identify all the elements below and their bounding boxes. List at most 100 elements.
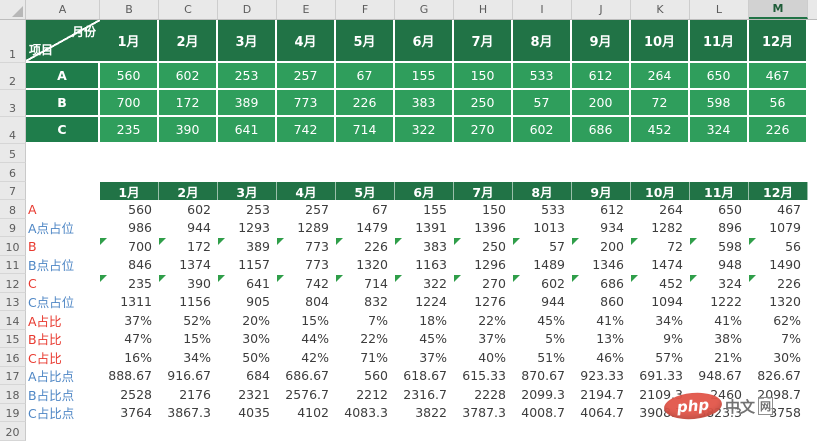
column-header[interactable]: L [690, 0, 749, 19]
row-label-cell[interactable]: C占比 [26, 348, 100, 367]
column-header[interactable]: F [336, 0, 395, 19]
data-cell[interactable]: 42% [277, 348, 336, 367]
data-cell[interactable]: 45% [513, 311, 572, 330]
data-cell[interactable]: 46% [572, 348, 631, 367]
data-cell[interactable]: 52% [159, 311, 218, 330]
month-header-cell[interactable]: 6月 [395, 20, 454, 63]
data-cell[interactable]: 34% [631, 311, 690, 330]
data-cell[interactable]: 1156 [159, 293, 218, 312]
month-header-cell[interactable]: 9月 [572, 182, 631, 200]
data-cell[interactable]: 257 [277, 63, 336, 90]
data-cell[interactable]: 37% [454, 330, 513, 349]
data-cell[interactable]: 5% [513, 330, 572, 349]
row-header[interactable]: 17 [0, 366, 26, 385]
data-cell[interactable]: 700 [100, 237, 159, 256]
data-cell[interactable]: 742 [277, 274, 336, 293]
data-cell[interactable]: 1293 [218, 219, 277, 238]
data-cell[interactable]: 773 [277, 256, 336, 275]
row-header[interactable]: 6 [0, 163, 26, 182]
month-header-cell[interactable]: 6月 [395, 182, 454, 200]
data-cell[interactable]: 773 [277, 237, 336, 256]
data-cell[interactable]: 650 [690, 63, 749, 90]
data-cell[interactable]: 641 [218, 274, 277, 293]
data-cell[interactable]: 253 [218, 63, 277, 90]
data-cell[interactable]: 200 [572, 237, 631, 256]
data-cell[interactable]: 51% [513, 348, 572, 367]
data-cell[interactable]: 383 [395, 237, 454, 256]
data-cell[interactable]: 383 [395, 90, 454, 117]
data-cell[interactable]: 1489 [513, 256, 572, 275]
month-header-cell[interactable]: 8月 [513, 182, 572, 200]
data-cell[interactable]: 742 [277, 117, 336, 144]
data-cell[interactable]: 948 [690, 256, 749, 275]
data-cell[interactable]: 389 [218, 237, 277, 256]
data-cell[interactable]: 691.33 [631, 367, 690, 386]
data-cell[interactable]: 641 [218, 117, 277, 144]
row-header[interactable]: 13 [0, 292, 26, 311]
data-cell[interactable]: 30% [749, 348, 808, 367]
month-header-cell[interactable]: 11月 [690, 20, 749, 63]
column-header[interactable]: J [572, 0, 631, 19]
data-cell[interactable]: 832 [336, 293, 395, 312]
month-header-cell[interactable]: 2月 [159, 20, 218, 63]
data-cell[interactable]: 452 [631, 274, 690, 293]
data-cell[interactable]: 4035 [218, 404, 277, 423]
data-cell[interactable]: 686.67 [277, 367, 336, 386]
data-cell[interactable]: 15% [159, 330, 218, 349]
data-cell[interactable]: 62% [749, 311, 808, 330]
data-cell[interactable]: 1396 [454, 219, 513, 238]
data-cell[interactable]: 226 [749, 117, 808, 144]
data-cell[interactable]: 72 [631, 90, 690, 117]
data-cell[interactable]: 905 [218, 293, 277, 312]
data-cell[interactable]: 2176 [159, 385, 218, 404]
column-header[interactable]: A [26, 0, 100, 19]
data-cell[interactable]: 56 [749, 90, 808, 117]
data-cell[interactable]: 2099.3 [513, 385, 572, 404]
data-cell[interactable]: 1479 [336, 219, 395, 238]
data-cell[interactable]: 1222 [690, 293, 749, 312]
data-cell[interactable]: 7% [749, 330, 808, 349]
month-header-cell[interactable]: 3月 [218, 182, 277, 200]
data-cell[interactable]: 71% [336, 348, 395, 367]
data-cell[interactable]: 773 [277, 90, 336, 117]
data-cell[interactable]: 172 [159, 237, 218, 256]
data-cell[interactable]: 650 [690, 200, 749, 219]
row-header[interactable]: 19 [0, 403, 26, 422]
data-cell[interactable]: 22% [336, 330, 395, 349]
data-cell[interactable]: 1289 [277, 219, 336, 238]
data-cell[interactable]: 2321 [218, 385, 277, 404]
data-cell[interactable]: 235 [100, 274, 159, 293]
row-header[interactable]: 10 [0, 237, 26, 256]
data-cell[interactable]: 2194.7 [572, 385, 631, 404]
data-cell[interactable]: 1474 [631, 256, 690, 275]
data-cell[interactable]: 1374 [159, 256, 218, 275]
data-cell[interactable]: 1320 [749, 293, 808, 312]
data-cell[interactable]: 72 [631, 237, 690, 256]
data-cell[interactable]: 7% [336, 311, 395, 330]
data-cell[interactable]: 612 [572, 63, 631, 90]
data-cell[interactable]: 172 [159, 90, 218, 117]
data-cell[interactable]: 3764 [100, 404, 159, 423]
data-cell[interactable]: 16% [100, 348, 159, 367]
data-cell[interactable]: 322 [395, 274, 454, 293]
data-cell[interactable]: 533 [513, 63, 572, 90]
row-label-cell[interactable]: A [26, 200, 100, 219]
row-header[interactable]: 18 [0, 385, 26, 404]
data-cell[interactable]: 390 [159, 274, 218, 293]
data-cell[interactable]: 20% [218, 311, 277, 330]
month-header-cell[interactable]: 10月 [631, 182, 690, 200]
data-cell[interactable]: 714 [336, 274, 395, 293]
month-header-cell[interactable]: 12月 [749, 20, 808, 63]
data-cell[interactable]: 714 [336, 117, 395, 144]
row-label-cell[interactable]: A占比 [26, 311, 100, 330]
row-header[interactable]: 11 [0, 255, 26, 274]
row-label-cell[interactable]: B占比点 [26, 385, 100, 404]
data-cell[interactable]: 250 [454, 237, 513, 256]
select-all-button[interactable] [0, 0, 26, 19]
empty-cell[interactable] [26, 182, 100, 200]
data-cell[interactable]: 3867.3 [159, 404, 218, 423]
data-cell[interactable]: 56 [749, 237, 808, 256]
data-cell[interactable]: 1094 [631, 293, 690, 312]
data-cell[interactable]: 602 [513, 274, 572, 293]
data-cell[interactable]: 602 [159, 200, 218, 219]
